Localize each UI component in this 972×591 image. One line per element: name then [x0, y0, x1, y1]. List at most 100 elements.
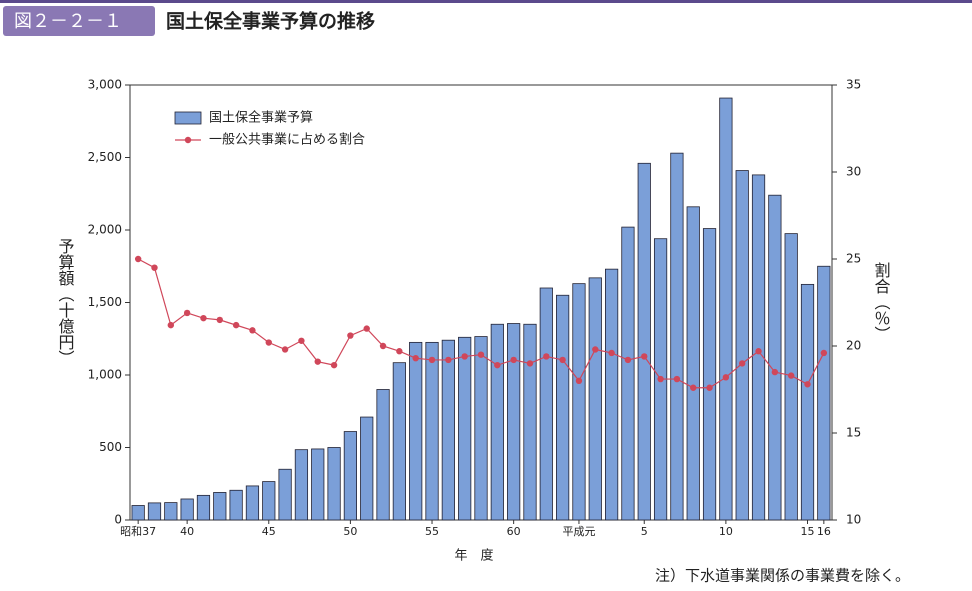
line-point	[575, 377, 583, 384]
bar	[196, 494, 211, 521]
line-point	[543, 353, 550, 360]
bar	[441, 339, 455, 521]
y-tick-label: 2,500	[88, 150, 122, 164]
x-tick-label: 昭和37	[120, 525, 156, 538]
line-point	[787, 372, 795, 379]
y-tick-label: 3,000	[88, 78, 122, 92]
line-point	[657, 375, 664, 383]
bar	[751, 174, 766, 521]
bar	[719, 97, 733, 521]
line-point	[592, 346, 599, 353]
line-point	[412, 354, 419, 362]
line-point	[624, 356, 632, 364]
line-point	[363, 325, 370, 332]
y-tick-label: 1,500	[88, 295, 122, 309]
bar	[817, 265, 831, 521]
line-point	[510, 356, 517, 364]
line-point	[249, 327, 256, 334]
y-tick-label: 500	[99, 440, 122, 454]
bar	[507, 323, 521, 521]
line-point	[379, 342, 387, 350]
line-point	[477, 351, 485, 358]
line-point	[281, 346, 289, 353]
line-point	[559, 356, 566, 364]
bar	[474, 336, 488, 521]
bar	[768, 194, 782, 521]
bar	[392, 362, 406, 521]
bar	[409, 341, 423, 521]
line-point	[167, 321, 175, 329]
line-point	[330, 361, 338, 369]
bar	[294, 449, 309, 521]
bar	[539, 287, 553, 521]
line-point	[183, 309, 191, 317]
line-point	[641, 353, 648, 360]
y2-tick-label: 30	[846, 165, 861, 179]
x-tick-label: 10	[719, 525, 733, 538]
bar	[670, 152, 684, 521]
x-tick-label: 60	[507, 525, 521, 538]
y-tick-label: 1,000	[88, 368, 122, 382]
bar	[458, 336, 472, 521]
y-tick-label: 0	[114, 513, 122, 527]
bar	[262, 481, 276, 521]
top-rule	[0, 0, 972, 3]
legend-label: 国土保全事業予算	[209, 110, 313, 126]
line-point	[771, 368, 779, 376]
y2-tick-label: 15	[846, 426, 861, 440]
y2-tick-label: 20	[846, 339, 861, 353]
bar	[800, 283, 815, 521]
bar	[588, 277, 602, 521]
line-point	[428, 356, 436, 364]
line-point	[722, 374, 730, 381]
line-point	[216, 316, 223, 324]
line-point	[673, 375, 681, 383]
bar	[621, 226, 635, 521]
line-point	[347, 332, 354, 339]
bar	[360, 416, 374, 521]
x-tick-label: 40	[180, 525, 194, 538]
y2-tick-label: 25	[846, 252, 861, 266]
line-point	[298, 337, 305, 344]
x-tick-label: 15	[801, 525, 815, 538]
y2-axis-label: 割合（％）	[872, 262, 891, 342]
bar	[147, 502, 162, 521]
bar	[425, 341, 439, 521]
bar	[702, 228, 717, 521]
bar	[278, 468, 292, 521]
line-point	[151, 264, 158, 271]
bar	[343, 431, 357, 521]
bar	[556, 294, 570, 521]
bar	[637, 162, 651, 521]
line-point	[526, 360, 534, 367]
line-point	[396, 348, 403, 355]
bar	[245, 485, 260, 521]
x-tick-label: 45	[262, 525, 276, 538]
line-point	[445, 356, 452, 364]
line-point	[265, 339, 272, 346]
bar	[376, 389, 390, 521]
x-tick-label: 平成元	[562, 525, 595, 538]
line-point	[820, 349, 828, 357]
line-point	[134, 255, 142, 263]
bar	[523, 323, 537, 521]
legend-swatch	[174, 111, 202, 125]
bar	[164, 502, 178, 521]
line-point	[804, 381, 811, 388]
bar	[572, 283, 586, 521]
y-tick-label: 2,000	[88, 223, 122, 237]
y2-tick-label: 35	[846, 78, 861, 92]
bar	[131, 505, 145, 521]
x-tick-label: 5	[641, 525, 648, 538]
line-point	[608, 349, 615, 357]
x-tick-label: 16	[817, 525, 831, 538]
bar	[213, 492, 227, 521]
line-point	[461, 353, 468, 360]
x-tick-label: 50	[343, 525, 357, 538]
line-point	[739, 360, 746, 367]
x-tick-label: 55	[425, 525, 439, 538]
figure-number: 図２－２－１	[14, 11, 122, 32]
line-point	[200, 314, 207, 322]
bar	[229, 489, 243, 521]
